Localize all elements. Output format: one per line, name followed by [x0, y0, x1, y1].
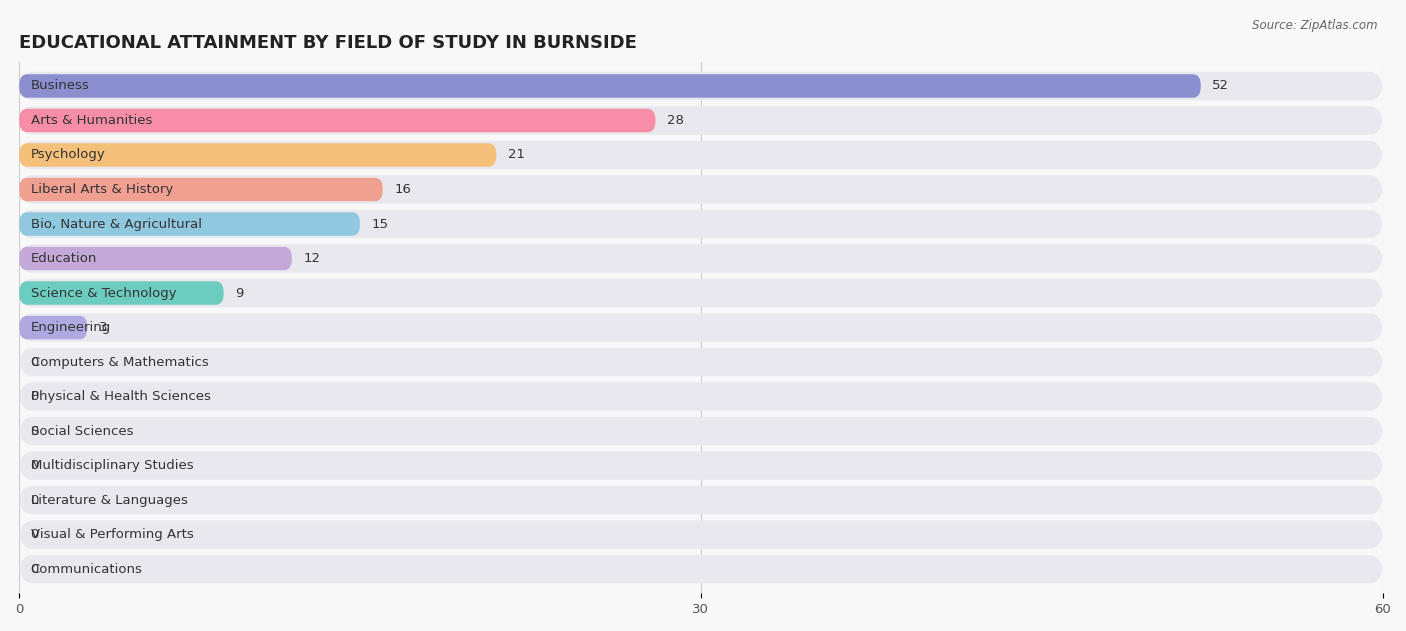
Text: Bio, Nature & Agricultural: Bio, Nature & Agricultural [31, 218, 201, 230]
Text: 16: 16 [394, 183, 411, 196]
Text: Liberal Arts & History: Liberal Arts & History [31, 183, 173, 196]
FancyBboxPatch shape [20, 348, 1382, 376]
Text: 15: 15 [371, 218, 388, 230]
Text: 0: 0 [31, 390, 39, 403]
Text: Computers & Mathematics: Computers & Mathematics [31, 355, 208, 369]
FancyBboxPatch shape [20, 72, 1382, 100]
FancyBboxPatch shape [20, 247, 292, 270]
Text: Social Sciences: Social Sciences [31, 425, 134, 437]
Text: Business: Business [31, 80, 90, 93]
FancyBboxPatch shape [20, 521, 1382, 549]
Text: Communications: Communications [31, 563, 142, 575]
FancyBboxPatch shape [20, 210, 1382, 238]
FancyBboxPatch shape [20, 74, 1201, 98]
Text: Science & Technology: Science & Technology [31, 286, 176, 300]
FancyBboxPatch shape [20, 279, 1382, 307]
FancyBboxPatch shape [20, 143, 496, 167]
Text: 28: 28 [666, 114, 683, 127]
Text: 12: 12 [304, 252, 321, 265]
FancyBboxPatch shape [20, 281, 224, 305]
FancyBboxPatch shape [20, 175, 1382, 204]
Text: Physical & Health Sciences: Physical & Health Sciences [31, 390, 211, 403]
Text: 21: 21 [508, 148, 524, 162]
Text: 0: 0 [31, 459, 39, 472]
FancyBboxPatch shape [20, 107, 1382, 134]
FancyBboxPatch shape [20, 178, 382, 201]
Text: Education: Education [31, 252, 97, 265]
Text: EDUCATIONAL ATTAINMENT BY FIELD OF STUDY IN BURNSIDE: EDUCATIONAL ATTAINMENT BY FIELD OF STUDY… [20, 34, 637, 52]
FancyBboxPatch shape [20, 316, 87, 339]
FancyBboxPatch shape [20, 451, 1382, 480]
Text: 0: 0 [31, 425, 39, 437]
Text: 3: 3 [98, 321, 107, 334]
FancyBboxPatch shape [20, 141, 1382, 169]
Text: 0: 0 [31, 563, 39, 575]
Text: Source: ZipAtlas.com: Source: ZipAtlas.com [1253, 19, 1378, 32]
Text: Arts & Humanities: Arts & Humanities [31, 114, 152, 127]
Text: 0: 0 [31, 355, 39, 369]
Text: Literature & Languages: Literature & Languages [31, 493, 187, 507]
Text: Visual & Performing Arts: Visual & Performing Arts [31, 528, 193, 541]
FancyBboxPatch shape [20, 486, 1382, 514]
FancyBboxPatch shape [20, 109, 655, 133]
FancyBboxPatch shape [20, 314, 1382, 342]
FancyBboxPatch shape [20, 212, 360, 236]
Text: Psychology: Psychology [31, 148, 105, 162]
FancyBboxPatch shape [20, 382, 1382, 411]
Text: 0: 0 [31, 528, 39, 541]
Text: Engineering: Engineering [31, 321, 111, 334]
Text: 52: 52 [1212, 80, 1229, 93]
Text: 0: 0 [31, 493, 39, 507]
FancyBboxPatch shape [20, 244, 1382, 273]
Text: Multidisciplinary Studies: Multidisciplinary Studies [31, 459, 193, 472]
FancyBboxPatch shape [20, 417, 1382, 445]
FancyBboxPatch shape [20, 555, 1382, 583]
Text: 9: 9 [235, 286, 243, 300]
